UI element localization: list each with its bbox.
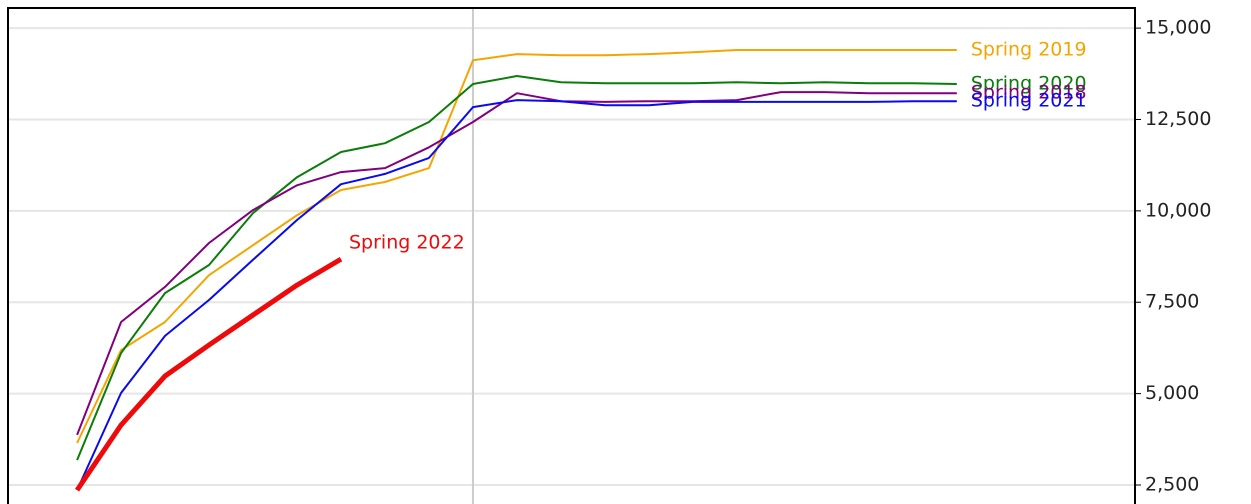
y-tick-label: 15,000	[1145, 17, 1211, 39]
series-line	[76, 91, 957, 436]
y-tick-label: 10,000	[1145, 199, 1211, 221]
plot-frame	[7, 7, 1136, 504]
y-tick-label: 12,500	[1145, 108, 1211, 130]
series-line	[76, 75, 957, 461]
series-line	[76, 49, 957, 444]
y-tick-label: 7,500	[1145, 291, 1199, 313]
y-tick-label: 2,500	[1145, 473, 1199, 495]
series-label: Spring 2020	[971, 73, 1087, 95]
series-label: Spring 2018	[971, 82, 1087, 104]
series-line	[76, 99, 957, 491]
series-label: Spring 2022	[349, 232, 465, 254]
y-tick-label: 5,000	[1145, 382, 1199, 404]
series-line	[75, 256, 343, 492]
grid	[8, 8, 1135, 504]
lines	[75, 49, 957, 492]
series-label: Spring 2021	[971, 90, 1087, 112]
series-label: Spring 2019	[971, 39, 1087, 61]
